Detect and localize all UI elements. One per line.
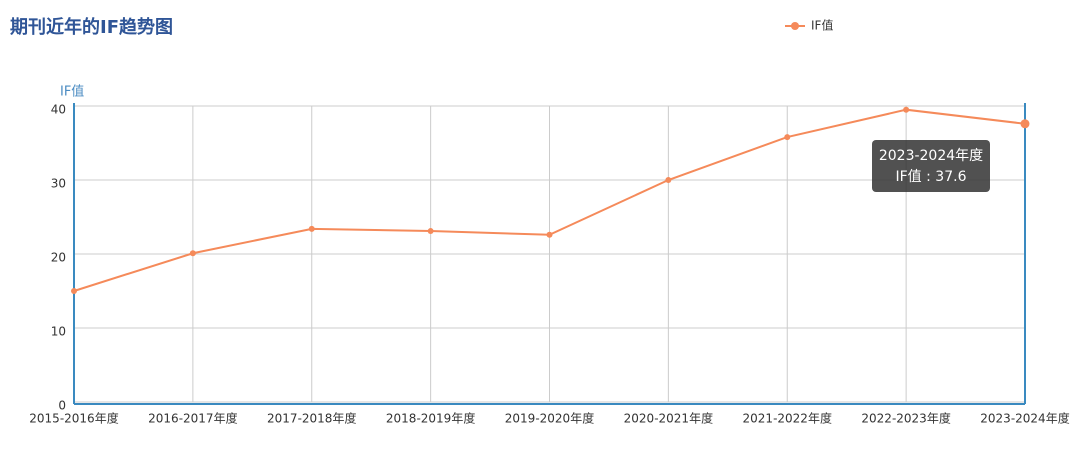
x-tick-label: 2017-2018年度 — [267, 411, 356, 426]
point — [1020, 119, 1030, 129]
point — [903, 106, 910, 113]
point — [189, 250, 196, 257]
y-tick-label: 30 — [51, 177, 66, 191]
y-axis-label: IF值 — [60, 84, 84, 100]
point — [665, 177, 672, 183]
y-tick-label: 20 — [51, 251, 66, 265]
x-tick-label: 2023-2024年度 — [980, 411, 1069, 426]
x-tick-label: 2022-2023年度 — [861, 411, 950, 426]
tooltip-box — [872, 140, 990, 192]
point — [546, 231, 553, 238]
x-tick-label: 2019-2020年度 — [505, 411, 594, 426]
y-tick-label: 10 — [51, 325, 66, 339]
x-tick-label: 2021-2022年度 — [743, 411, 832, 426]
point — [71, 288, 77, 294]
x-tick-label: 2018-2019年度 — [386, 411, 475, 426]
point — [308, 225, 315, 232]
legend-label: IF值 — [811, 18, 833, 33]
tooltip: 2023-2024年度 IF值 : 37.6 — [872, 140, 990, 192]
y-tick-label: 0 — [58, 399, 66, 413]
legend-marker — [791, 22, 799, 30]
point — [784, 134, 791, 141]
chart-title: 期刊近年的IF趋势图 — [10, 16, 173, 38]
x-tick-label: 2016-2017年度 — [148, 411, 237, 426]
tooltip-text: IF值 : 37.6 — [896, 169, 967, 185]
x-tick-label: 2020-2021年度 — [624, 411, 713, 426]
y-tick-label: 40 — [51, 103, 66, 117]
x-tick-label: 2015-2016年度 — [29, 411, 118, 426]
tooltip-title: 2023-2024年度 — [879, 148, 983, 164]
point — [427, 228, 434, 235]
